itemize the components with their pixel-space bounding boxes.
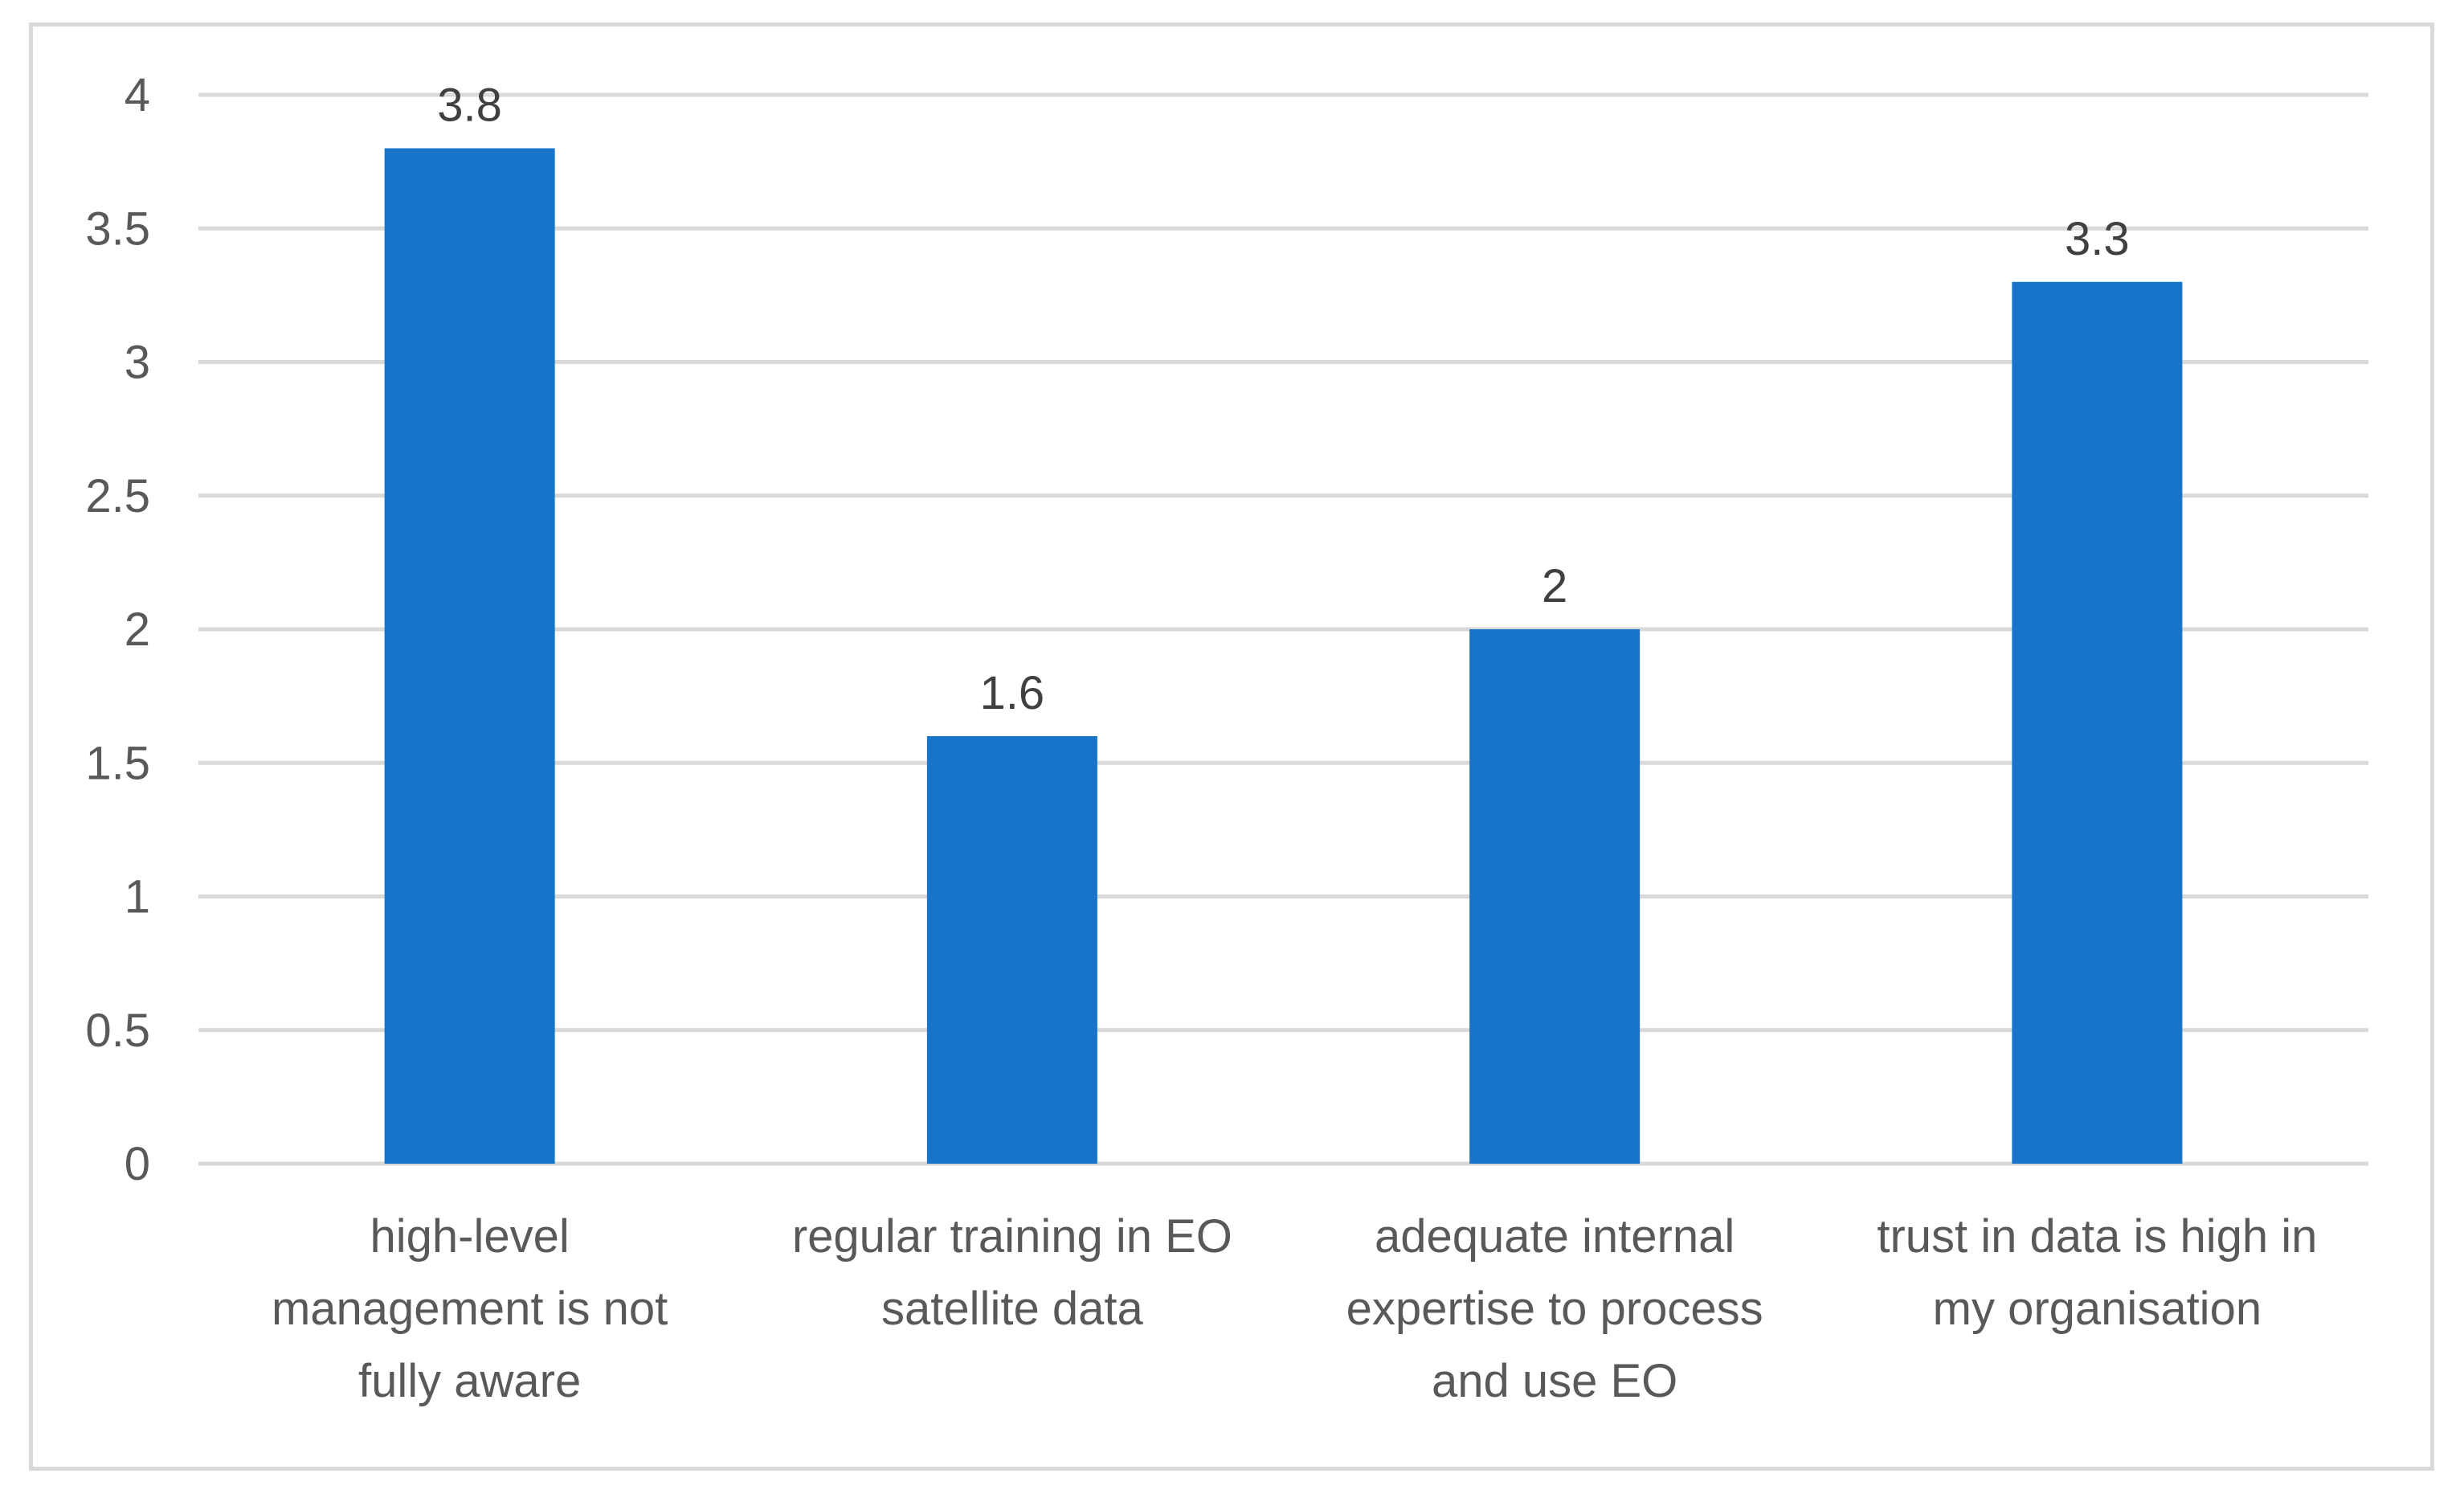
x-category-label: high-level — [370, 1210, 569, 1263]
x-category-label: and use EO — [1432, 1355, 1677, 1407]
x-category-label: expertise to process — [1346, 1283, 1763, 1335]
y-tick-label: 1 — [125, 871, 150, 923]
bars — [384, 148, 2183, 1164]
x-category-label: trust in data is high in — [1877, 1210, 2317, 1263]
x-category-label: fully aware — [358, 1355, 581, 1407]
gridlines — [198, 92, 2368, 1166]
bar — [926, 736, 1097, 1164]
y-tick-label: 2.5 — [85, 470, 150, 522]
y-tick-label: 0.5 — [85, 1005, 150, 1057]
data-label: 3.3 — [2065, 213, 2130, 265]
x-category-label: regular training in EO — [792, 1210, 1232, 1263]
data-label: 2 — [1542, 560, 1567, 612]
x-axis-categories: high-level management is not fully aware re… — [272, 1210, 2317, 1407]
y-tick-label: 3 — [125, 337, 150, 389]
y-axis-ticks: 0 0.5 1 1.5 2 2.5 3 3.5 4 — [85, 69, 150, 1190]
x-category-label: my organisation — [1933, 1283, 2262, 1335]
bar — [384, 148, 555, 1164]
y-tick-label: 2 — [125, 604, 150, 656]
y-tick-label: 0 — [125, 1138, 150, 1190]
y-tick-label: 4 — [125, 69, 150, 121]
bar — [1469, 629, 1641, 1164]
x-category-label: management is not — [272, 1283, 668, 1335]
data-label: 1.6 — [980, 667, 1045, 719]
chart-frame: 0 0.5 1 1.5 2 2.5 3 3.5 4 3.8 1.6 2 3.3 high-level m… — [29, 23, 2434, 1471]
y-tick-label: 1.5 — [85, 737, 150, 789]
x-category-label: adequate internal — [1375, 1210, 1735, 1263]
bar-chart: 0 0.5 1 1.5 2 2.5 3 3.5 4 3.8 1.6 2 3.3 high-level m… — [85, 69, 2368, 1407]
y-tick-label: 3.5 — [85, 203, 150, 255]
data-labels: 3.8 1.6 2 3.3 — [437, 80, 2129, 720]
bar — [2012, 281, 2183, 1164]
data-label: 3.8 — [437, 80, 502, 132]
x-category-label: satellite data — [881, 1283, 1143, 1335]
